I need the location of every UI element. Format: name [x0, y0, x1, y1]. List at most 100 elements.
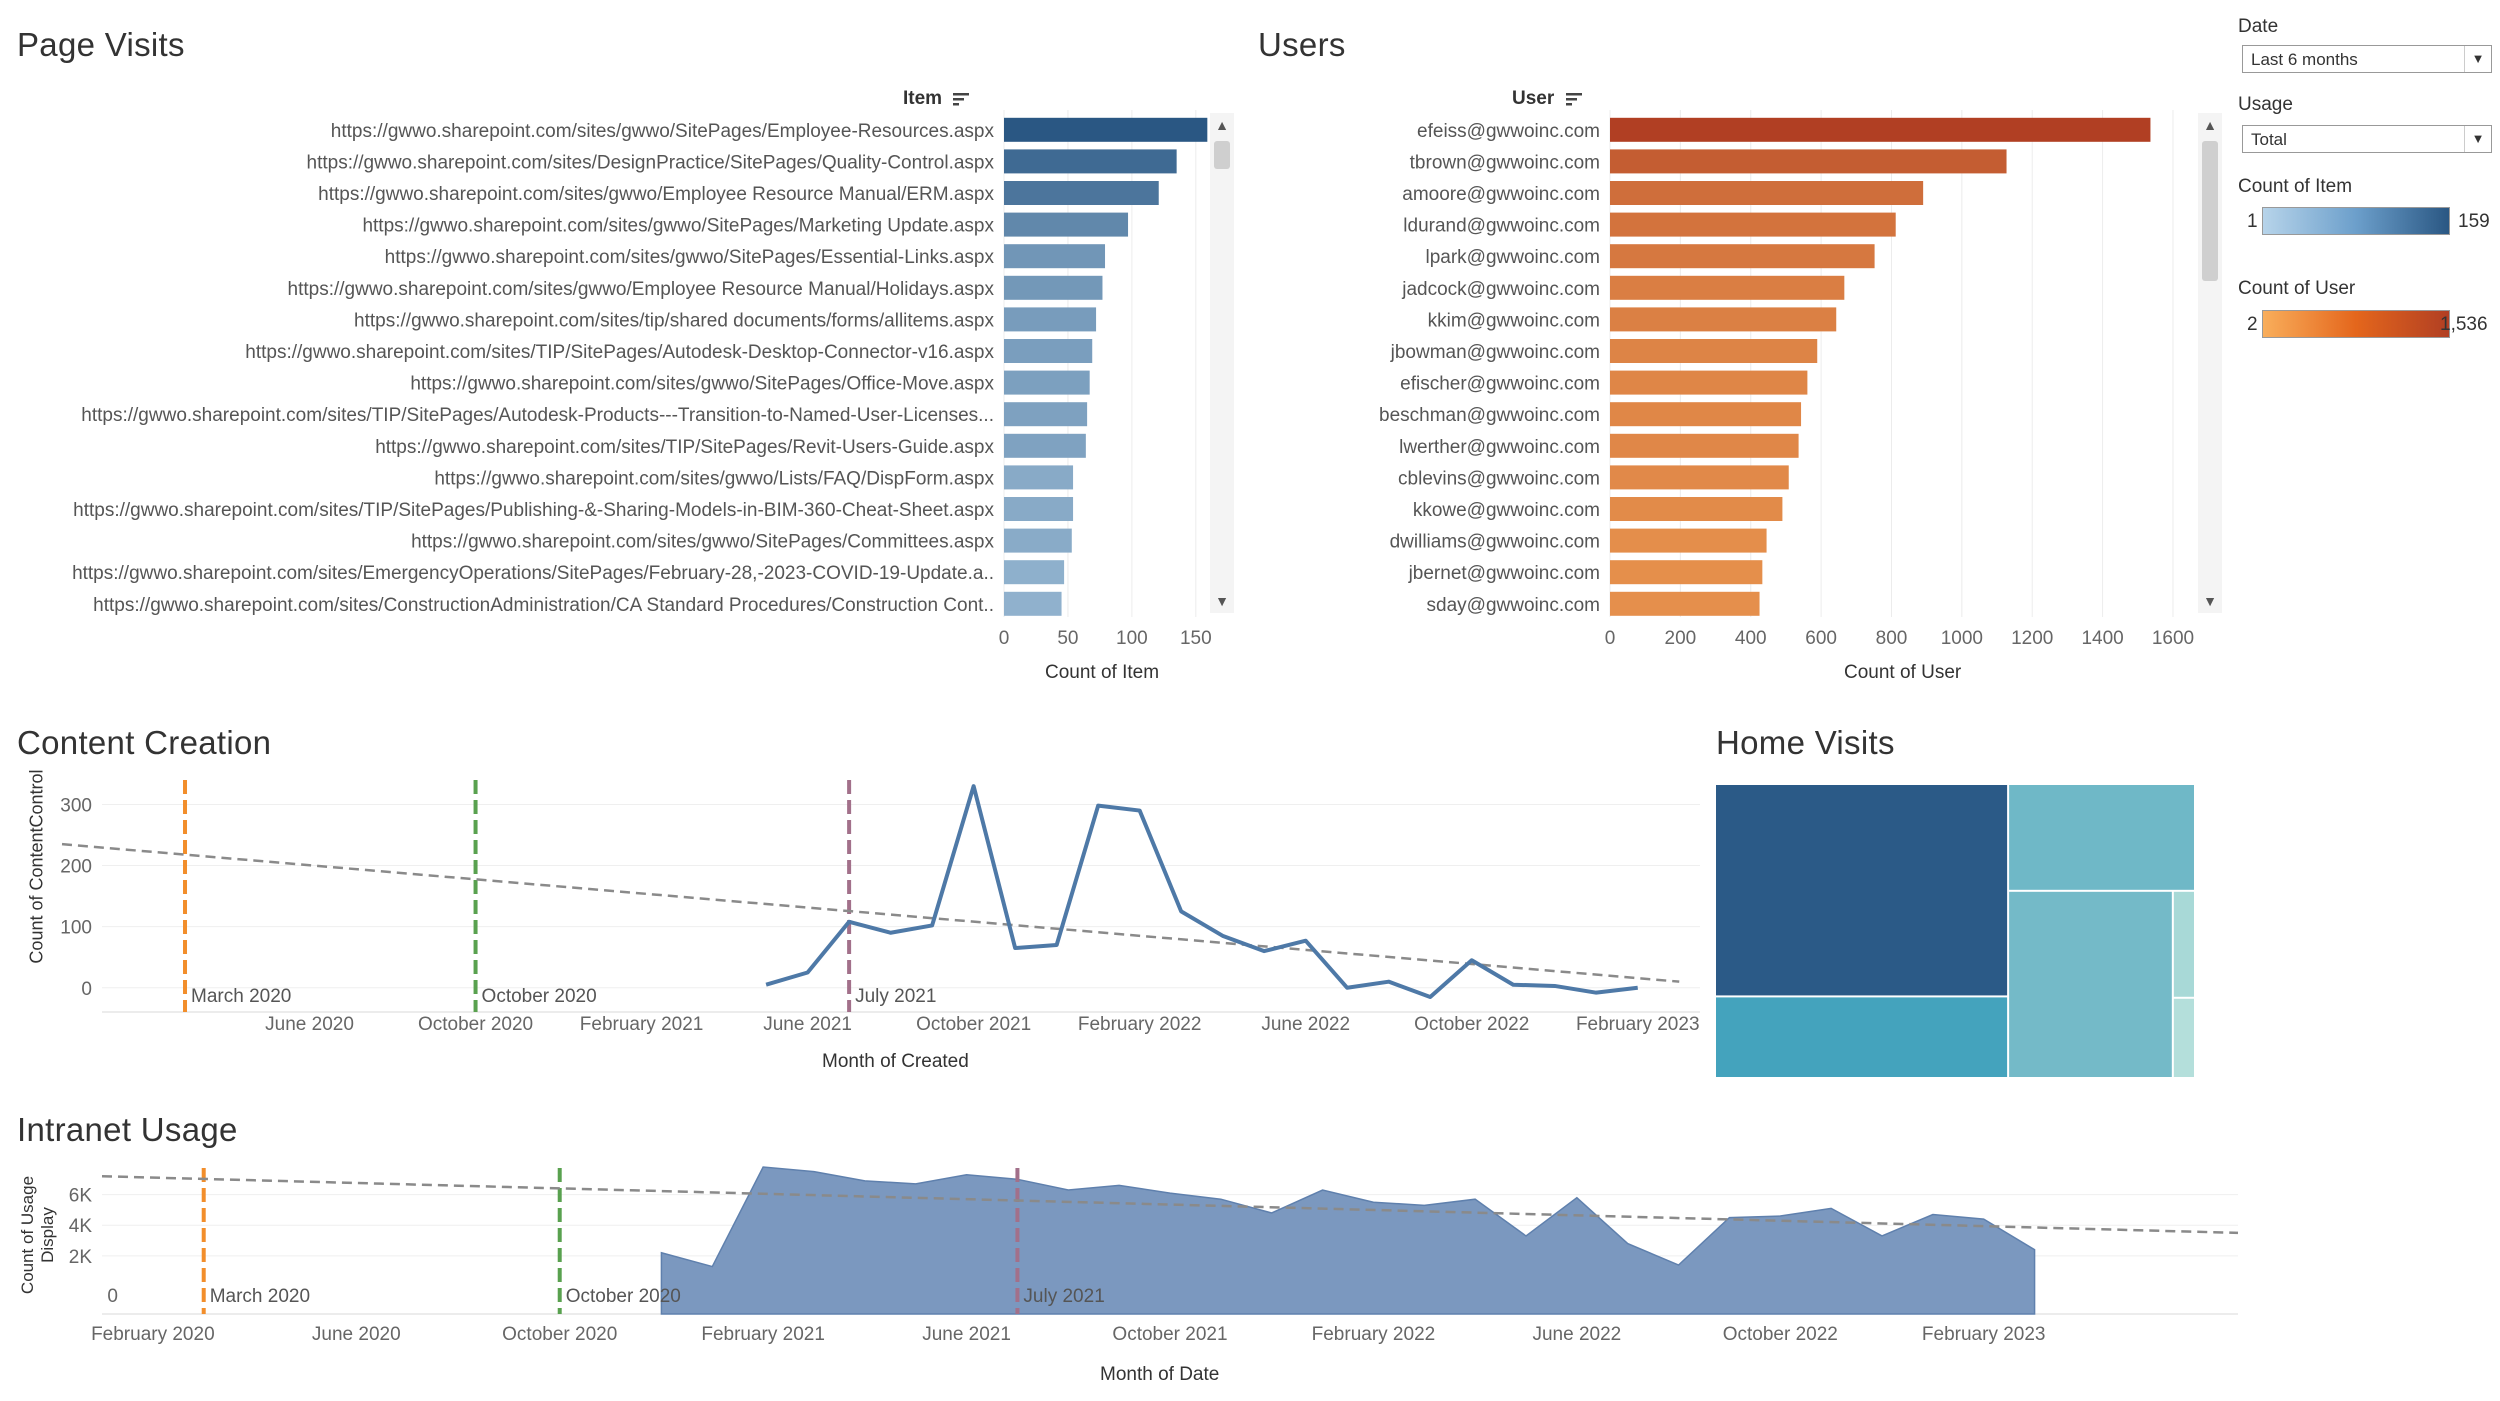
- users-title: Users: [1258, 26, 1346, 63]
- category-label: https://gwwo.sharepoint.com/sites/gwwo/L…: [434, 468, 994, 489]
- x-tick-label: 600: [1805, 628, 1837, 649]
- count-of-item-legend-min: 1: [2247, 211, 2258, 232]
- x-tick-label: February 2020: [91, 1324, 215, 1345]
- category-label: https://gwwo.sharepoint.com/sites/TIP/Si…: [81, 405, 994, 426]
- x-tick-label: June 2022: [1532, 1324, 1621, 1345]
- bar: [1004, 181, 1159, 205]
- content-creation-chart: 0 100 200 300 March 2020 October 2020 July 202…: [60, 780, 1700, 1035]
- content-creation-y-axis-title: Count of ContentControl: [26, 769, 47, 964]
- category-label: https://gwwo.sharepoint.com/sites/gwwo/S…: [411, 532, 994, 553]
- bar: [1610, 465, 1789, 490]
- y-tick-label: 2K: [69, 1247, 93, 1268]
- reference-line-label: October 2020: [482, 986, 597, 1007]
- scroll-down-icon[interactable]: ▼: [2203, 593, 2217, 609]
- chevron-down-icon[interactable]: ▼: [2464, 46, 2491, 72]
- bar: [1004, 275, 1103, 300]
- bar: [1004, 591, 1062, 616]
- date-filter-label: Date: [2238, 16, 2279, 37]
- category-label: https://gwwo.sharepoint.com/sites/TIP/Si…: [245, 342, 994, 363]
- bar: [1004, 339, 1093, 363]
- sort-descending-icon[interactable]: [1565, 92, 1584, 106]
- bar: [1004, 433, 1086, 458]
- x-tick-label: 200: [1665, 628, 1697, 649]
- category-label: dwilliams@gwwoinc.com: [1390, 532, 1600, 553]
- user-column-header[interactable]: User: [1512, 88, 1584, 110]
- category-label: sday@gwwoinc.com: [1427, 595, 1600, 616]
- trend-line: [101, 1174, 2239, 1235]
- treemap-cell: [2173, 891, 2194, 997]
- bar: [1004, 560, 1065, 585]
- home-visits-title: Home Visits: [1716, 724, 1895, 761]
- y-tick-label: 0: [107, 1286, 118, 1307]
- bar: [1610, 307, 1837, 332]
- page-visits-scrollbar[interactable]: ▲ ▼: [1210, 113, 1234, 613]
- category-label: lwerther@gwwoinc.com: [1399, 437, 1600, 458]
- intranet-usage-chart: 0 2K 4K 6K March 2020 October 2020 July 2021 Fe…: [69, 1166, 2239, 1345]
- chevron-down-icon[interactable]: ▼: [2464, 126, 2491, 152]
- scroll-up-icon[interactable]: ▲: [1215, 117, 1229, 133]
- page-visits-title: Page Visits: [17, 26, 185, 63]
- category-label: https://gwwo.sharepoint.com/sites/gwwo/E…: [318, 184, 994, 205]
- bar: [1004, 370, 1090, 395]
- reference-line-label: March 2020: [210, 1286, 310, 1307]
- x-tick-label: February 2023: [1576, 1014, 1700, 1035]
- bar: [1004, 149, 1177, 174]
- scrollbar-thumb[interactable]: [1214, 141, 1230, 169]
- scroll-up-icon[interactable]: ▲: [2203, 117, 2217, 133]
- bar: [1610, 181, 1924, 205]
- reference-line-label: July 2021: [1023, 1286, 1104, 1307]
- category-label: https://gwwo.sharepoint.com/sites/TIP/Si…: [375, 437, 994, 458]
- bar: [1004, 528, 1072, 553]
- bar: [1610, 370, 1808, 395]
- bar: [1610, 591, 1760, 616]
- user-header-label: User: [1512, 88, 1555, 109]
- bar: [1610, 497, 1783, 521]
- x-tick-label: 0: [1605, 628, 1616, 649]
- bar: [1610, 402, 1802, 427]
- x-tick-label: February 2023: [1922, 1324, 2046, 1345]
- users-x-axis-title: Count of User: [1844, 662, 1962, 683]
- usage-filter-dropdown[interactable]: Total ▼: [2242, 125, 2492, 153]
- category-label: kkim@gwwoinc.com: [1428, 310, 1600, 331]
- treemap-cell: [2009, 785, 2194, 890]
- x-tick-label: 1400: [2081, 628, 2123, 649]
- x-tick-label: February 2022: [1078, 1014, 1202, 1035]
- y-axis-title-line1: Count of Usage: [18, 1175, 37, 1295]
- category-label: beschman@gwwoinc.com: [1379, 405, 1600, 426]
- x-tick-label: 100: [1116, 628, 1148, 649]
- date-filter-dropdown[interactable]: Last 6 months ▼: [2242, 45, 2492, 73]
- bar: [1610, 339, 1818, 363]
- area-fill: [660, 1166, 2036, 1315]
- x-tick-label: June 2021: [922, 1324, 1011, 1345]
- category-label: https://gwwo.sharepoint.com/sites/TIP/Si…: [73, 500, 994, 521]
- users-scrollbar[interactable]: ▲ ▼: [2198, 113, 2222, 613]
- count-of-user-legend-title: Count of User: [2238, 278, 2356, 299]
- category-label: ldurand@gwwoinc.com: [1403, 216, 1600, 237]
- category-label: https://gwwo.sharepoint.com/sites/gwwo/S…: [410, 374, 994, 395]
- content-creation-x-axis-title: Month of Created: [822, 1051, 969, 1072]
- x-tick-label: February 2022: [1312, 1324, 1436, 1345]
- count-of-user-color-ramp: [2262, 310, 2450, 338]
- scroll-down-icon[interactable]: ▼: [1215, 593, 1229, 609]
- x-tick-label: 800: [1876, 628, 1908, 649]
- y-tick-label: 200: [60, 857, 92, 878]
- scrollbar-thumb[interactable]: [2202, 141, 2218, 281]
- category-label: jbowman@gwwoinc.com: [1390, 342, 1600, 363]
- bar: [1610, 560, 1763, 585]
- x-tick-label: February 2021: [701, 1324, 825, 1345]
- y-tick-label: 100: [60, 918, 92, 939]
- reference-line-label: March 2020: [191, 986, 291, 1007]
- treemap-cell: [2173, 998, 2194, 1077]
- bar: [1004, 212, 1129, 237]
- bar: [1004, 465, 1074, 490]
- category-label: lpark@gwwoinc.com: [1425, 247, 1600, 268]
- category-label: jadcock@gwwoinc.com: [1401, 279, 1600, 300]
- intranet-usage-y-axis-title: Count of Usage Display: [18, 1155, 58, 1315]
- x-tick-label: June 2022: [1261, 1014, 1350, 1035]
- date-filter-value: Last 6 months: [2251, 50, 2358, 69]
- sort-descending-icon[interactable]: [953, 92, 971, 106]
- item-column-header[interactable]: Item: [903, 88, 971, 110]
- bar: [1004, 497, 1074, 521]
- category-label: amoore@gwwoinc.com: [1402, 184, 1600, 205]
- content-creation-title: Content Creation: [17, 724, 272, 761]
